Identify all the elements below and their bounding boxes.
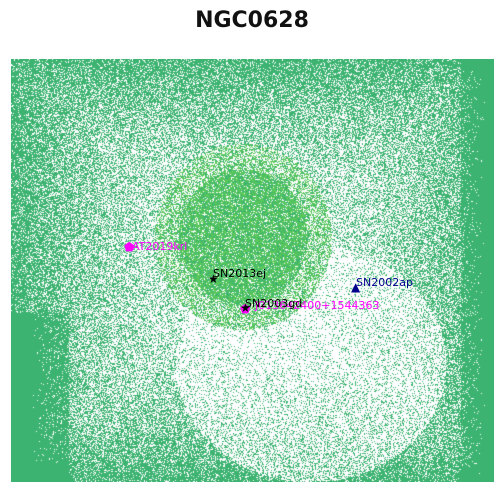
sn2013ej-marker: ★ — [208, 272, 219, 286]
j013642400-label: J013642400+1544363 — [255, 299, 380, 312]
galaxy-image: ⬟ AT2019krl ★ SN2013ej ▲ SN2002ap J01364… — [11, 59, 494, 482]
sn2003gd-label: SN2003gd — [245, 297, 303, 310]
sn2002ap-marker: ▲ — [351, 280, 361, 294]
sn2002ap-label: SN2002ap — [356, 276, 413, 289]
at2019krl-marker: ⬟ — [124, 240, 135, 254]
at2019krl-label: AT2019krl — [132, 240, 188, 253]
sn2003gd-marker: ★ — [240, 301, 251, 315]
j013642400-marker: ⬟ — [240, 302, 251, 316]
sn2013ej-label: SN2013ej — [213, 267, 267, 280]
galaxy-pixels — [11, 59, 494, 482]
figure-title: NGC0628 — [195, 8, 309, 33]
